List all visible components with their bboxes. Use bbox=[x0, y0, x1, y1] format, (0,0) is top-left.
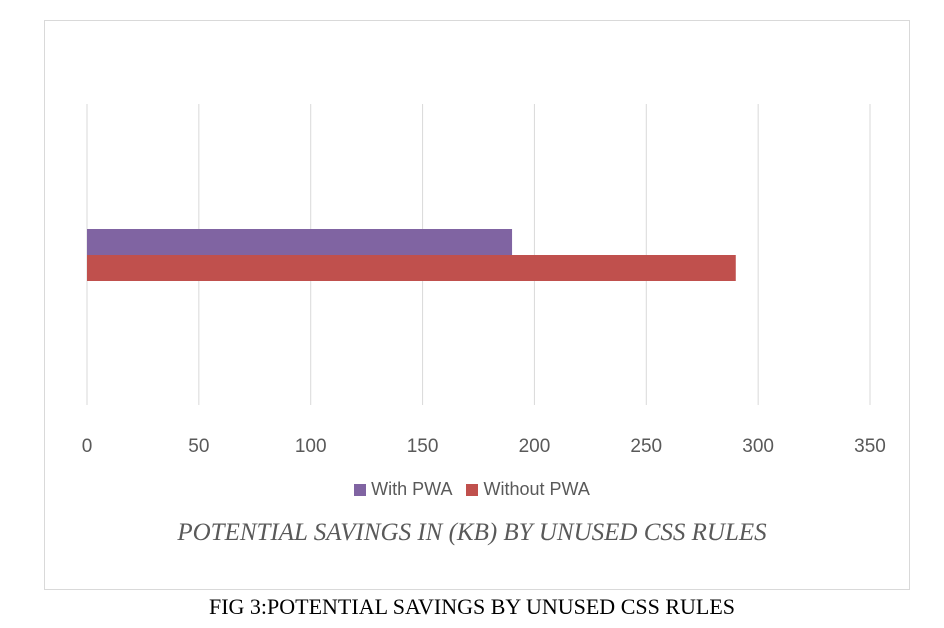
x-tick-label-200: 200 bbox=[519, 436, 551, 457]
x-tick-label-150: 150 bbox=[407, 436, 439, 457]
legend-swatch-without-pwa bbox=[466, 483, 479, 496]
x-tick-label-250: 250 bbox=[630, 436, 662, 457]
x-tick-label-0: 0 bbox=[82, 436, 93, 457]
x-tick-label-350: 350 bbox=[854, 436, 886, 457]
x-tick-label-50: 50 bbox=[188, 436, 209, 457]
bars bbox=[87, 229, 736, 281]
x-axis-title: POTENTIAL SAVINGS IN (KB) BY UNUSED CSS … bbox=[177, 519, 767, 546]
legend-item-without-pwa: Without PWA bbox=[466, 479, 590, 500]
x-tick-label-100: 100 bbox=[295, 436, 327, 457]
legend: With PWA Without PWA bbox=[0, 479, 944, 500]
legend-swatch-with-pwa bbox=[354, 483, 367, 496]
x-tick-label-300: 300 bbox=[742, 436, 774, 457]
legend-label-with-pwa: With PWA bbox=[371, 479, 453, 499]
legend-item-with-pwa: With PWA bbox=[354, 479, 452, 500]
gridlines bbox=[86, 104, 871, 405]
bar-without-pwa bbox=[87, 255, 736, 281]
x-tick-labels: 0 50 100 150 200 250 300 350 bbox=[82, 436, 886, 457]
bar-with-pwa bbox=[87, 229, 513, 255]
figure-caption: FIG 3:POTENTIAL SAVINGS BY UNUSED CSS RU… bbox=[208, 594, 736, 619]
legend-label-without-pwa: Without PWA bbox=[483, 479, 590, 499]
